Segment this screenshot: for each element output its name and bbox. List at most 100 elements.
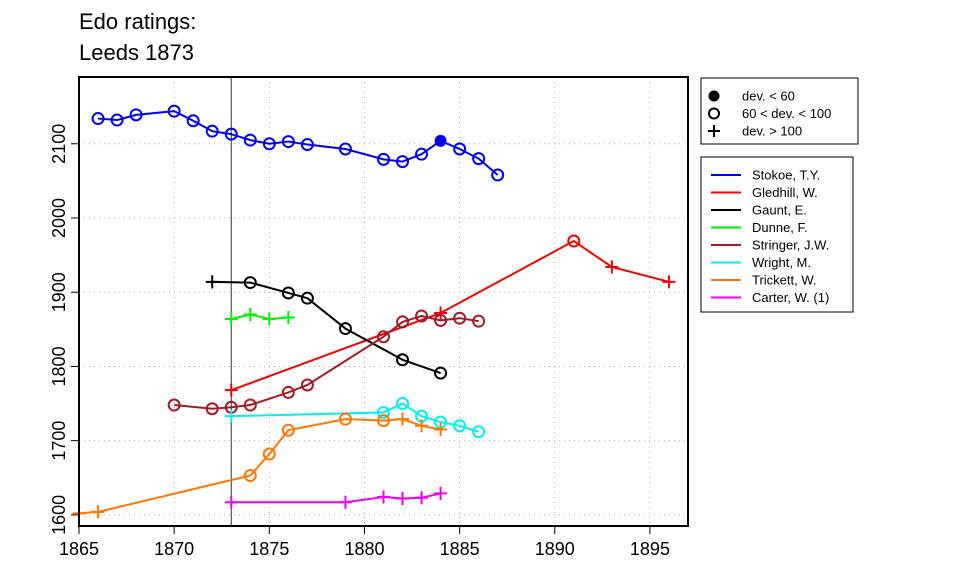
series-line-7 [231,492,441,504]
data-point [300,291,314,305]
marker-legend-label: dev. < 60 [742,89,795,104]
data-point [567,234,581,248]
series-legend-label: Trickett, W. [752,273,817,288]
data-point [472,425,486,439]
data-point [377,405,390,419]
data-point [91,112,105,126]
x-tick-label: 1865 [59,539,99,559]
y-tick-label: 1800 [49,346,69,386]
data-point [300,378,314,392]
data-point [396,155,410,169]
data-point [396,353,410,367]
marker-legend-symbol [708,125,720,137]
marker-legend-symbol [708,107,720,120]
data-point [377,152,390,166]
data-point [338,495,352,509]
data-point [491,168,505,182]
data-point [281,286,295,300]
chart-title-line-2: Leeds 1873 [79,40,194,65]
data-point [434,306,448,320]
y-tick-label: 1900 [49,272,69,312]
x-tick-label: 1870 [154,539,194,559]
series-line-1 [230,240,670,392]
data-point [434,366,448,380]
series-legend-label: Gledhill, W. [752,185,818,200]
marker-legend-symbol [708,90,720,102]
y-tick-label: 2100 [49,124,69,164]
data-point [377,414,390,428]
data-point [377,490,390,504]
x-tick-label: 1895 [630,539,670,559]
series-line-5 [231,402,479,433]
data-point [300,138,314,152]
data-point [415,419,429,433]
data-point [243,276,257,290]
plot-frame [78,76,689,527]
x-tick-label: 1885 [440,539,480,559]
data-point [338,412,352,426]
data-point [262,137,276,151]
data-point [243,307,257,321]
data-point [453,142,467,156]
data-point [605,260,619,274]
series-line-2 [212,280,441,375]
data-point [377,330,390,344]
data-point [415,147,429,161]
data-point [205,124,219,138]
data-point [129,108,143,122]
data-point [262,447,276,461]
data-point [262,312,276,326]
data-point [434,313,448,327]
series-line-4 [174,314,479,410]
data-point [167,398,181,412]
data-point [91,505,105,519]
data-point [281,385,295,399]
marker-legend-box [700,77,859,145]
data-point [453,419,467,433]
data-point [472,152,486,166]
chart-title-line-1: Edo ratings: [79,9,197,34]
data-point [434,486,448,500]
data-point [434,134,447,147]
data-point [338,142,352,156]
data-point [205,275,219,289]
marker-legend-label: dev. > 100 [742,124,802,139]
series-legend-label: Carter, W. (1) [752,290,829,305]
data-point [224,383,238,397]
data-point [415,309,429,323]
data-point [396,412,410,426]
y-tick-label: 2000 [49,198,69,238]
data-point [281,135,295,149]
x-tick-label: 1875 [249,539,289,559]
data-point [224,409,238,423]
data-point [396,315,410,329]
data-point [167,104,181,118]
series-legend-label: Stokoe, T.Y. [752,168,820,183]
data-point [281,310,295,324]
data-point [243,469,257,483]
series-line-3 [231,313,289,320]
data-point [110,113,124,127]
data-point [415,491,429,505]
data-point [224,495,238,509]
y-tick-label: 1700 [49,421,69,461]
data-point [434,423,448,437]
series-legend-label: Gaunt, E. [752,203,807,218]
data-point [338,322,352,336]
y-tick-label: 1600 [49,495,69,535]
data-point [186,114,200,128]
series-legend-label: Wright, M. [752,255,811,270]
data-point [396,492,410,506]
data-point [243,398,257,412]
marker-legend-label: 60 < dev. < 100 [742,106,831,121]
data-point [396,397,410,411]
data-point [281,423,295,437]
series-legend-box [700,156,854,313]
series-legend-label: Stringer, J.W. [752,238,829,253]
data-point [662,275,676,289]
series-legend-label: Dunne, F. [752,220,808,235]
data-point [472,314,486,328]
data-point [224,127,238,141]
